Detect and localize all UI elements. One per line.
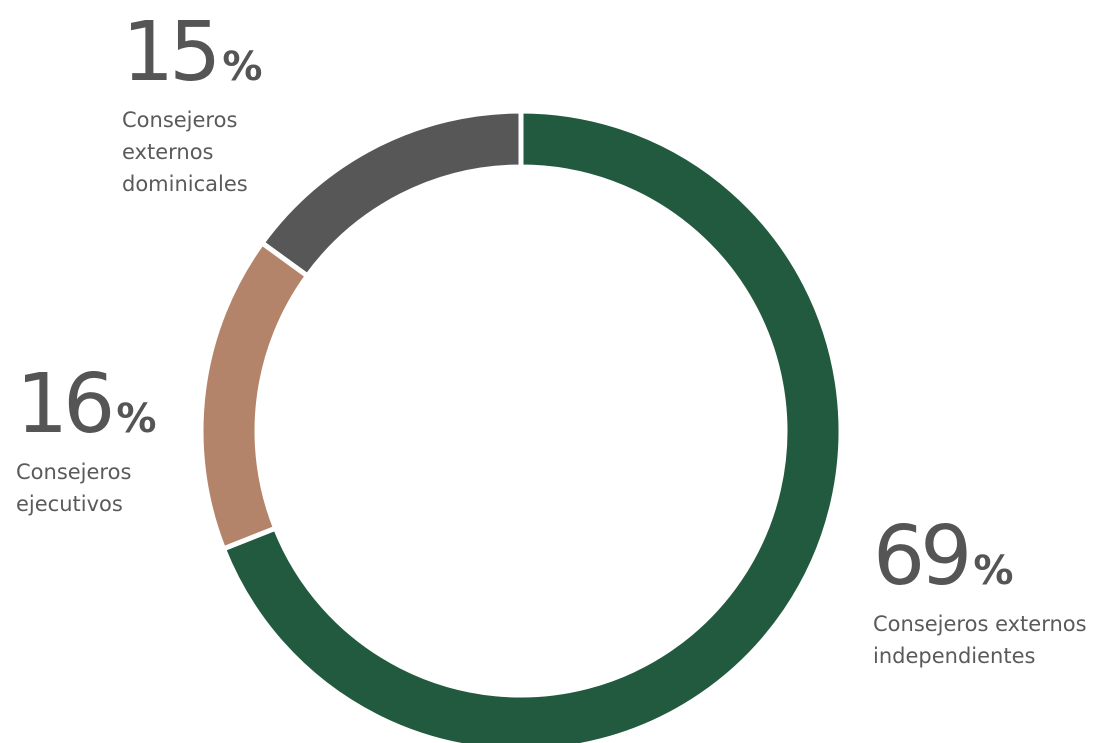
pct-value-dominicales: 15 (122, 5, 221, 100)
category-label-ejecutivos: Consejeros ejecutivos (16, 460, 132, 516)
donut-slice-dominicales (258, 108, 524, 280)
pct-value-ejecutivos: 16 (16, 357, 115, 452)
pct-sign-dominicales: % (222, 44, 263, 90)
category-label-independientes: Consejeros externos independientes (873, 612, 1087, 668)
pct-sign-ejecutivos: % (116, 396, 157, 442)
pct-value-independientes: 69 (873, 509, 972, 604)
pct-row-ejecutivos: 16% (16, 364, 166, 446)
callout-ejecutivos: 16% Consejeros ejecutivos (16, 364, 166, 520)
pct-row-independientes: 69% (873, 516, 1103, 598)
donut-slice-ejecutivos (198, 239, 311, 553)
callout-dominicales: 15% Consejeros externos dominicales (122, 12, 272, 200)
donut-slice-independientes (220, 108, 844, 743)
callout-independientes: 69% Consejeros externos independientes (873, 516, 1103, 672)
category-label-dominicales: Consejeros externos dominicales (122, 108, 248, 196)
pct-sign-independientes: % (973, 548, 1014, 594)
pct-row-dominicales: 15% (122, 12, 272, 94)
